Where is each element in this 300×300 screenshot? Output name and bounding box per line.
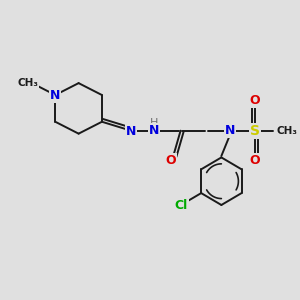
Text: O: O <box>250 154 260 167</box>
Text: O: O <box>250 94 260 107</box>
Text: N: N <box>225 124 235 137</box>
Text: CH₃: CH₃ <box>276 126 297 136</box>
Text: N: N <box>50 88 61 101</box>
Text: H: H <box>150 118 158 128</box>
Text: Cl: Cl <box>175 200 188 212</box>
Text: O: O <box>166 154 176 167</box>
Text: CH₃: CH₃ <box>17 78 38 88</box>
Text: S: S <box>250 124 260 138</box>
Text: N: N <box>148 124 159 137</box>
Text: N: N <box>126 125 136 138</box>
